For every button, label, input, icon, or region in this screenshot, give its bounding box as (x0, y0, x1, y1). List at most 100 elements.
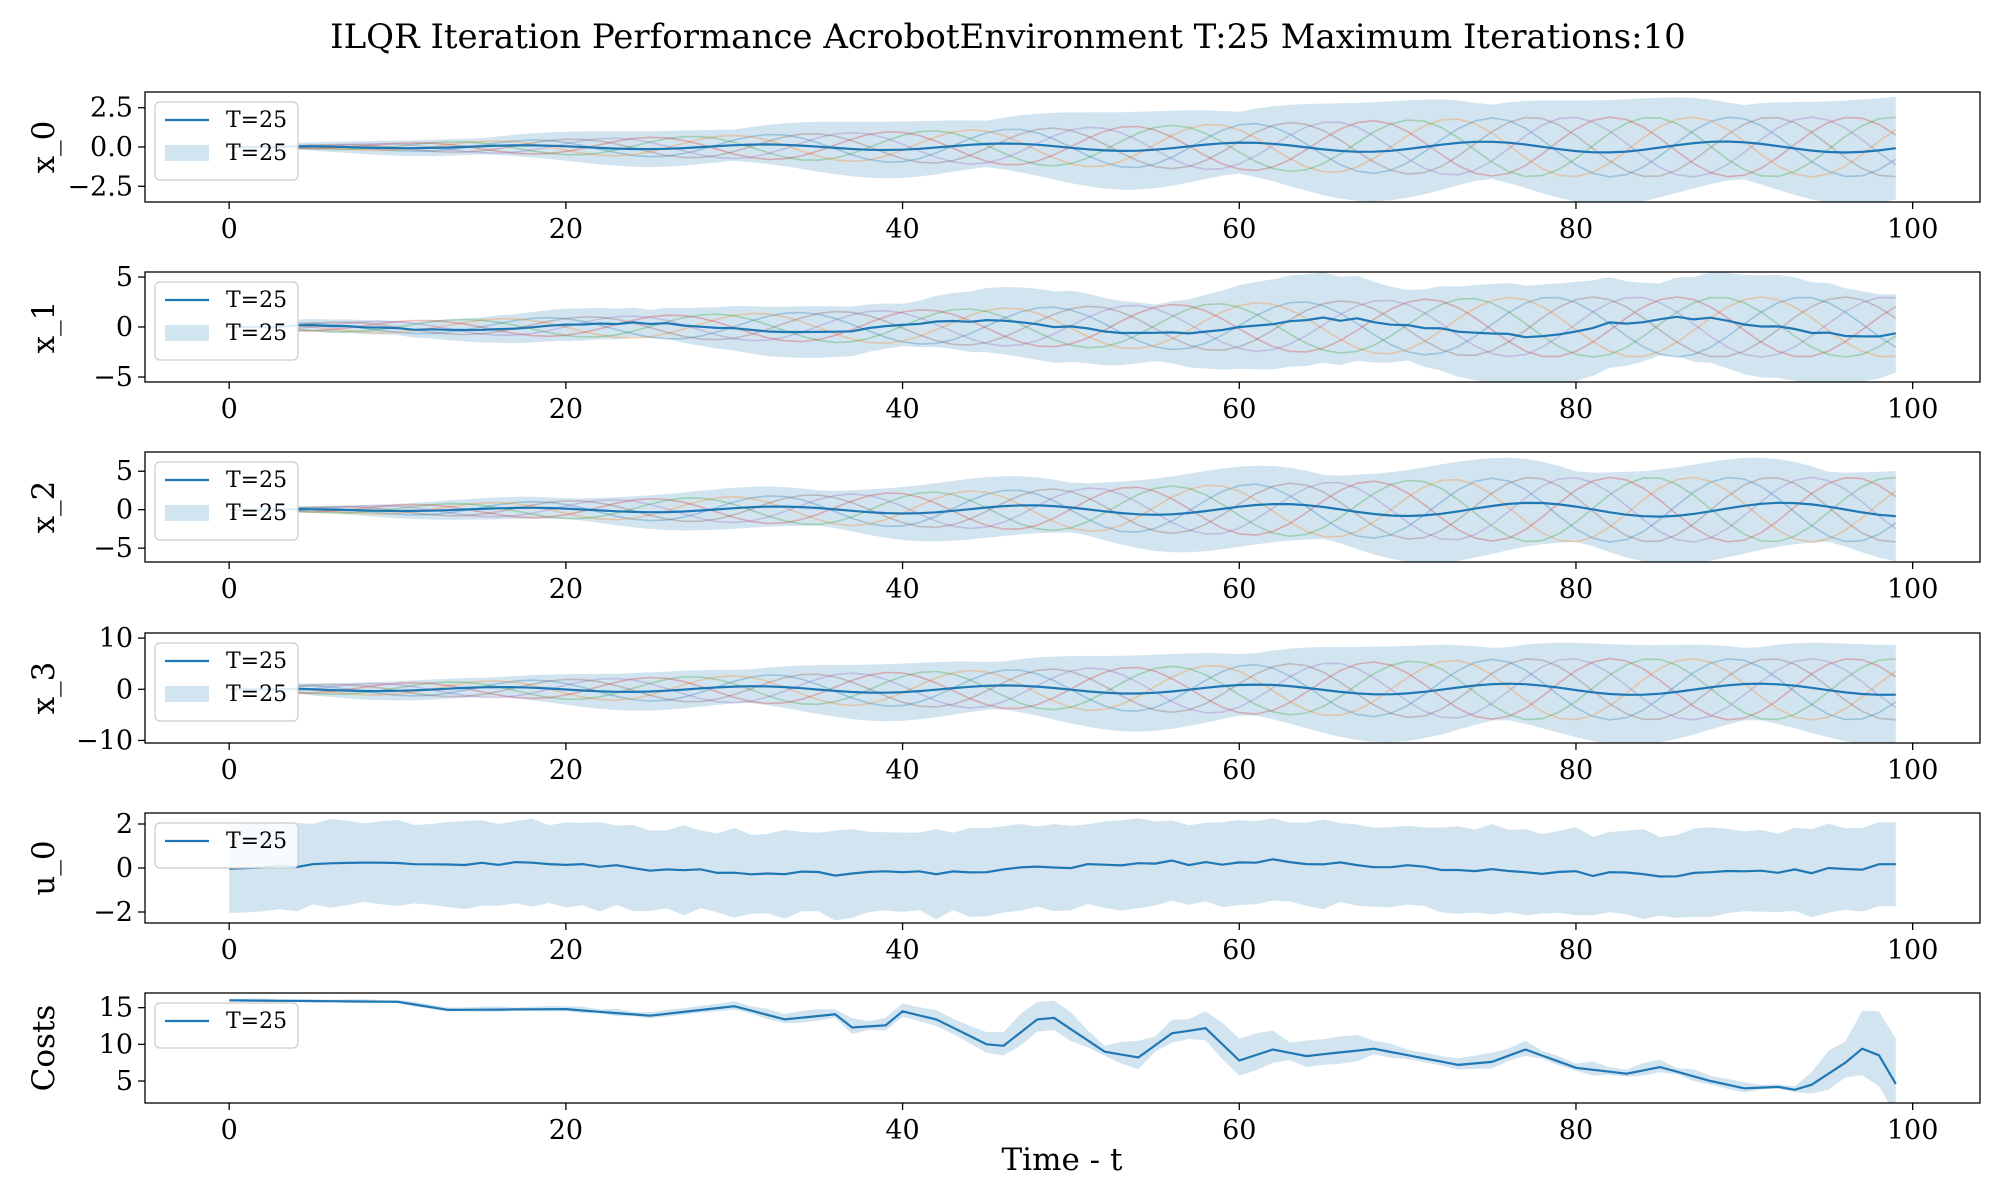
legend-band-swatch (165, 145, 209, 161)
iteration-trace (296, 296, 1897, 358)
x-tick-label: 80 (1559, 574, 1593, 605)
legend-band-swatch (165, 686, 209, 702)
axes-frame (144, 992, 1981, 1104)
x-tick-label: 60 (1222, 1115, 1256, 1146)
legend-label: T=25 (226, 682, 287, 707)
x-tick-label: 80 (1559, 755, 1593, 786)
subplot-u-0: 0 20 40 60 80 100 −2 0 2 u_0 T=25 (26, 809, 1981, 966)
iteration-trace (296, 116, 1897, 178)
x-tick-label: 20 (549, 1115, 583, 1146)
iteration-trace (296, 658, 1896, 721)
legend: T=25 T=25 (154, 461, 299, 541)
x-tick-label: 100 (1887, 394, 1939, 425)
std-band (229, 818, 1896, 921)
x-tick-label: 0 (221, 1115, 238, 1146)
iteration-trace (296, 657, 1897, 721)
mean-line (229, 501, 1896, 518)
subplot-x-1: 0 20 40 60 80 100 −5 0 5 x_1 T=25 T=25 (26, 262, 1981, 425)
plot-area (229, 272, 1897, 382)
legend: T=25 (154, 822, 299, 869)
iteration-trace (296, 476, 1896, 543)
legend-label: T=25 (226, 141, 287, 166)
iteration-trace (296, 296, 1897, 358)
iteration-trace (296, 116, 1896, 178)
y-axis-label: x_3 (26, 662, 62, 715)
y-tick-label: 0 (116, 853, 133, 884)
subplot-x-2: 0 20 40 60 80 100 −5 0 5 x_2 T=25 T=25 (26, 451, 1981, 605)
y-axis-label: Costs (26, 1005, 62, 1092)
legend: T=25 T=25 (154, 101, 299, 181)
legend-box (154, 281, 299, 361)
subplot-x-3: 0 20 40 60 80 100 −10 0 10 x_3 T=25 T=25 (26, 623, 1981, 786)
iteration-trace (296, 116, 1896, 178)
iteration-trace (296, 658, 1896, 721)
y-tick-label: 15 (99, 993, 133, 1024)
y-tick-label: 5 (116, 1066, 133, 1097)
subplot-costs: 0 20 40 60 80 100 5 10 15 Costs T=25 (26, 992, 1981, 1146)
x-tick-label: 60 (1222, 755, 1256, 786)
x-tick-label: 20 (549, 935, 583, 966)
legend: T=25 (154, 1002, 299, 1049)
y-tick-label: 0 (116, 312, 133, 343)
x-tick-label: 60 (1222, 394, 1256, 425)
x-tick-label: 40 (885, 1115, 919, 1146)
legend-box (154, 461, 299, 541)
y-tick-label: −2 (93, 897, 133, 928)
x-tick-label: 40 (885, 214, 919, 245)
x-axis-label: Time - t (1002, 1142, 1124, 1178)
x-tick-label: 100 (1887, 935, 1939, 966)
x-tick-label: 80 (1559, 935, 1593, 966)
legend-label: T=25 (226, 288, 287, 313)
iteration-trace (296, 657, 1897, 721)
x-tick-label: 0 (221, 755, 238, 786)
mean-line (229, 999, 1897, 1091)
plot-area (229, 96, 1897, 202)
legend-label: T=25 (226, 501, 287, 526)
y-tick-label: 0 (116, 495, 133, 526)
x-tick-label: 40 (885, 574, 919, 605)
figure-title: ILQR Iteration Performance AcrobotEnviro… (330, 17, 1686, 57)
iteration-trace (296, 116, 1897, 178)
legend-label: T=25 (226, 108, 287, 133)
y-tick-label: 10 (99, 1029, 133, 1060)
legend-band-swatch (165, 505, 209, 521)
x-tick-label: 80 (1559, 214, 1593, 245)
plot-area (229, 457, 1897, 562)
iteration-trace (296, 476, 1896, 543)
mean-line (229, 315, 1896, 339)
legend-box (154, 822, 299, 869)
x-tick-label: 60 (1222, 214, 1256, 245)
y-tick-label: −5 (93, 362, 133, 393)
legend-label: T=25 (226, 829, 287, 854)
x-tick-label: 0 (221, 214, 238, 245)
y-axis-label: u_0 (26, 840, 62, 895)
iteration-trace (296, 476, 1897, 543)
x-tick-label: 20 (549, 755, 583, 786)
y-tick-label: 10 (99, 623, 133, 654)
x-tick-label: 20 (549, 574, 583, 605)
iteration-trace (296, 296, 1897, 358)
y-axis-label: x_0 (26, 121, 62, 174)
x-tick-label: 0 (221, 574, 238, 605)
iteration-trace (296, 116, 1897, 178)
iteration-trace (296, 657, 1897, 721)
y-tick-label: −2.5 (67, 171, 133, 202)
axes-frame (144, 451, 1981, 563)
y-axis-label: x_1 (26, 301, 62, 354)
legend: T=25 T=25 (154, 642, 299, 722)
legend-label: T=25 (226, 321, 287, 346)
plot-area (229, 998, 1897, 1103)
y-tick-label: −5 (93, 533, 133, 564)
x-tick-label: 100 (1887, 1115, 1939, 1146)
std-band (296, 272, 1896, 382)
x-tick-label: 0 (221, 935, 238, 966)
mean-line (229, 682, 1896, 696)
legend: T=25 T=25 (154, 281, 299, 361)
legend-label: T=25 (226, 1009, 287, 1034)
iteration-trace (296, 296, 1896, 358)
y-tick-label: 0 (116, 674, 133, 705)
x-tick-label: 20 (549, 394, 583, 425)
x-tick-label: 100 (1887, 574, 1939, 605)
legend-box (154, 1002, 299, 1049)
y-tick-label: 5 (116, 456, 133, 487)
